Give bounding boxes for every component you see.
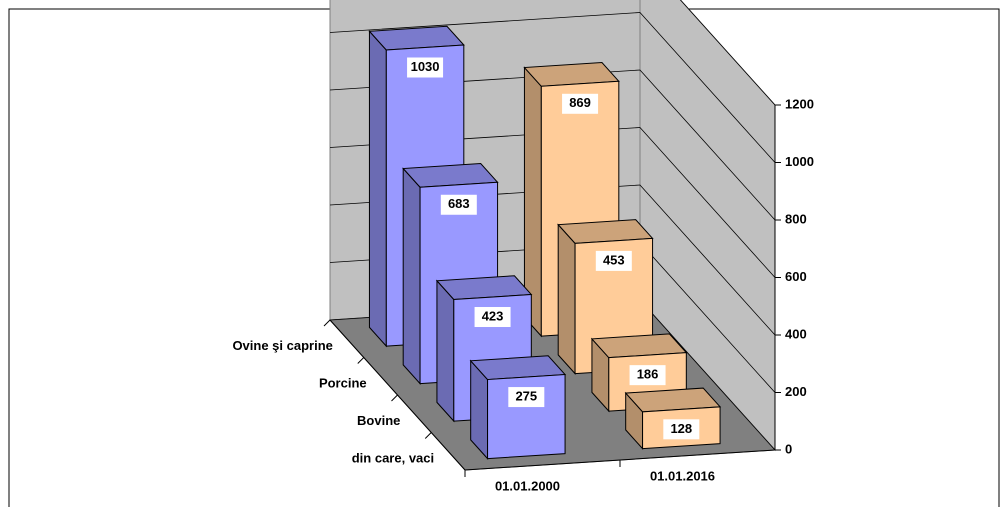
value-label: 869 <box>569 95 591 110</box>
depth-tick <box>424 432 432 439</box>
depth-tick <box>357 357 365 364</box>
y-tick-label: 800 <box>785 211 807 226</box>
value-label-box <box>440 194 477 215</box>
y-tick-label: 1200 <box>785 96 814 111</box>
category-label: Ovine şi caprine <box>232 338 332 353</box>
y-tick-label: 400 <box>785 326 807 341</box>
y-tick-label: 1000 <box>785 154 814 169</box>
category-label: Porcine <box>319 376 367 391</box>
value-label: 453 <box>603 252 625 267</box>
category-label: Bovine <box>357 413 400 428</box>
grid-line <box>679 0 776 106</box>
depth-tick <box>323 319 331 327</box>
value-label: 186 <box>637 367 659 382</box>
value-label: 275 <box>515 389 537 404</box>
value-label-box <box>595 250 632 271</box>
value-label-box <box>508 387 545 408</box>
y-tick-label: 200 <box>785 384 807 399</box>
value-label: 128 <box>670 421 692 436</box>
depth-tick <box>391 394 398 402</box>
bar-side <box>368 29 387 348</box>
value-label-box <box>407 57 444 78</box>
bar <box>487 374 566 460</box>
category-label: din care, vaci <box>352 451 434 466</box>
legend-label: 01.01.2000 <box>495 478 560 493</box>
value-label-box <box>562 93 599 114</box>
bar-side <box>436 279 455 423</box>
value-label-box <box>474 307 511 328</box>
grid-line <box>329 12 776 163</box>
value-label: 423 <box>482 308 504 323</box>
value-label: 1030 <box>411 59 440 74</box>
value-label-box <box>663 419 700 440</box>
legend-label: 01.01.2016 <box>650 468 715 483</box>
bar-side <box>402 167 421 385</box>
y-tick-label: 0 <box>785 441 792 456</box>
value-label-box <box>629 365 666 386</box>
value-label: 683 <box>448 196 470 211</box>
y-tick-label: 600 <box>785 269 807 284</box>
bar-side <box>557 223 576 375</box>
